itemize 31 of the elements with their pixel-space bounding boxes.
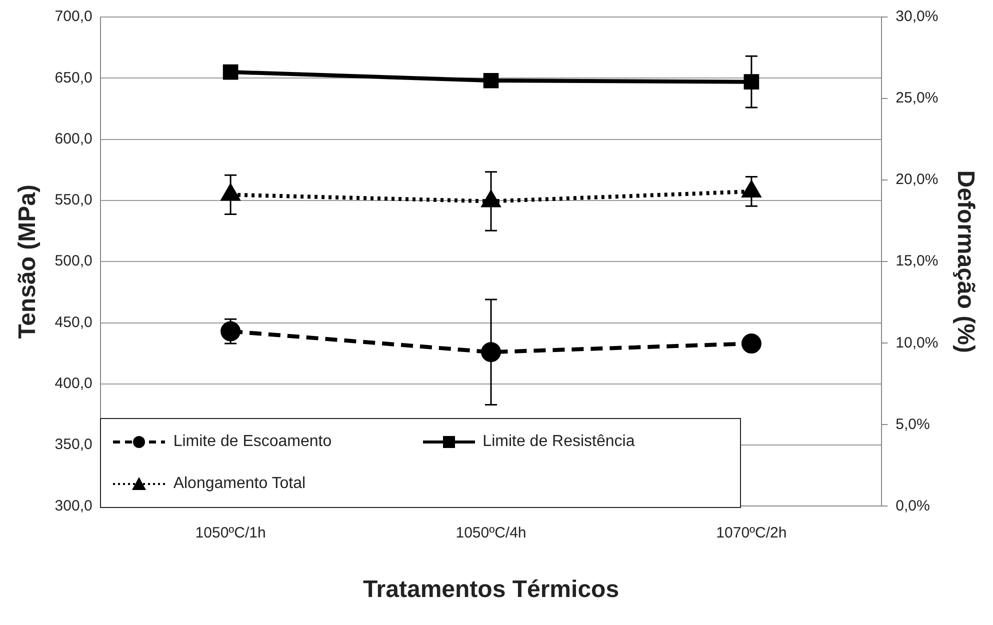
x-tick-label: 1050ºC/1h — [195, 524, 266, 542]
point — [483, 72, 499, 88]
y2-tick-label: 15,0% — [896, 252, 938, 270]
y2-tick-label: 20,0% — [896, 171, 938, 188]
y2-tick-label: 30,0% — [896, 8, 938, 26]
y2-tick-label: 25,0% — [896, 90, 938, 107]
y-tick-label: 550,0 — [54, 192, 92, 209]
point — [481, 342, 502, 362]
y-tick-label: 700,0 — [54, 8, 92, 26]
x-axis-title: Tratamentos Térmicos — [362, 576, 620, 604]
y2-tick-label: 0,0% — [896, 497, 930, 514]
point — [222, 64, 238, 80]
y-tick-label: 400,0 — [54, 375, 92, 392]
y-tick-label: 500,0 — [54, 252, 92, 270]
y-tick-label: 350,0 — [54, 436, 92, 454]
point — [220, 321, 241, 342]
y-axis-title: Tensão (MPa) — [14, 184, 42, 339]
y2-tick-label: 5,0% — [896, 416, 930, 433]
legend-label: Limite de Escoamento — [173, 433, 332, 452]
y2-axis-title: Deformação (%) — [952, 170, 979, 353]
y-tick-label: 300,0 — [54, 497, 92, 514]
x-tick-label: 1070ºC/2h — [716, 524, 787, 542]
y-tick-label: 450,0 — [54, 314, 92, 331]
point — [744, 74, 760, 90]
legend-label: Alongamento Total — [173, 475, 306, 494]
legend-label: Limite de Resistência — [482, 433, 635, 452]
y-tick-label: 600,0 — [54, 130, 92, 148]
point — [741, 334, 762, 354]
y-tick-label: 650,0 — [54, 69, 92, 86]
y2-tick-label: 10,0% — [896, 334, 938, 352]
x-tick-label: 1050ºC/4h — [456, 524, 526, 542]
